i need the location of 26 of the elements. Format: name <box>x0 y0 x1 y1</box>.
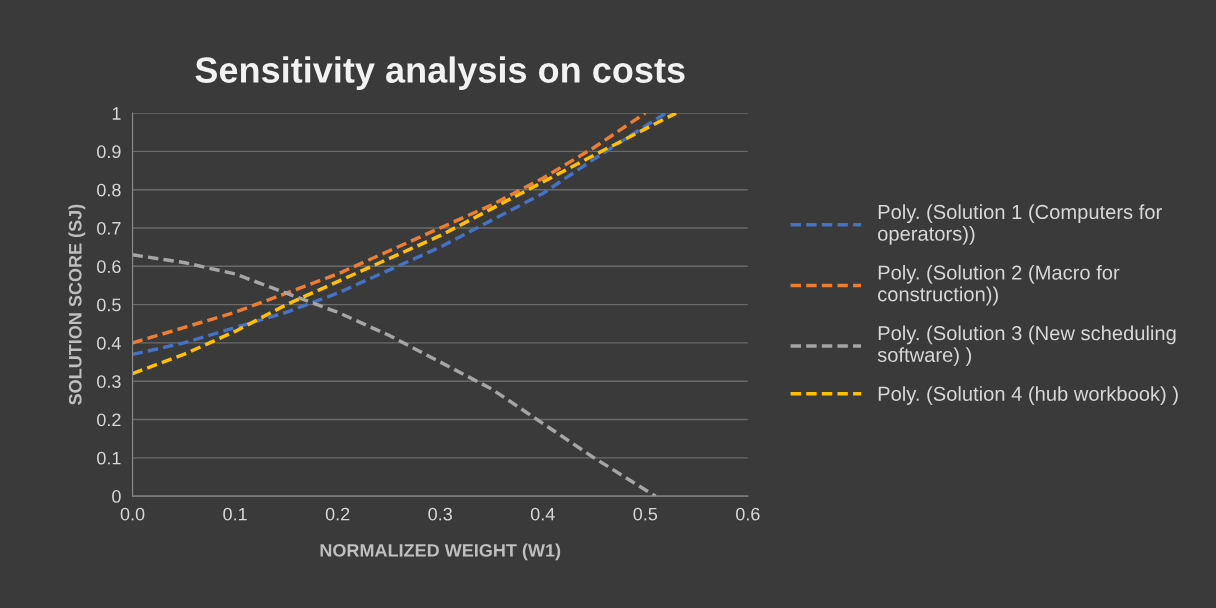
line-series <box>132 253 658 497</box>
y-tick-label: 0.3 <box>97 375 121 388</box>
x-tick-label: 0.2 <box>325 507 350 521</box>
chart-title: Sensitivity analysis on costs <box>195 56 685 91</box>
x-tick-label: 0.0 <box>120 507 145 521</box>
y-tick-label: 0.9 <box>97 145 121 159</box>
x-tick-label: 0.4 <box>530 507 555 521</box>
x-tick-label: 0.6 <box>736 507 760 521</box>
y-tick-label: 1 <box>112 107 121 120</box>
y-tick-label: 0.7 <box>97 221 121 235</box>
y-tick-label: 0.2 <box>97 413 121 427</box>
x-tick-label: 0.5 <box>633 507 658 521</box>
y-tick-label: 0.4 <box>97 336 121 350</box>
y-tick-label: 0.8 <box>97 183 121 197</box>
legend-label: Poly. (Solution 3 (New scheduling software) ) <box>877 325 1176 366</box>
legend-label: Poly. (Solution 1 (Computers for operators)) <box>878 204 1162 245</box>
y-axis-title: SOLUTION SCORE (SJ) <box>68 204 86 405</box>
legend-label: Poly. (Solution 4 (hub workbook) ) <box>878 386 1178 405</box>
x-tick-label: 0.3 <box>428 507 452 521</box>
y-tick-label: 0.1 <box>97 451 121 465</box>
legend-label: Poly. (Solution 2 (Macro for construction)) <box>878 264 1120 306</box>
y-tick-label: 0.5 <box>97 298 121 312</box>
y-tick-label: 0 <box>112 490 121 503</box>
x-tick-label: 0.1 <box>223 507 247 521</box>
x-axis-title: NORMALIZED WEIGHT (W1) <box>320 543 561 561</box>
y-tick-label: 0.6 <box>97 260 121 274</box>
